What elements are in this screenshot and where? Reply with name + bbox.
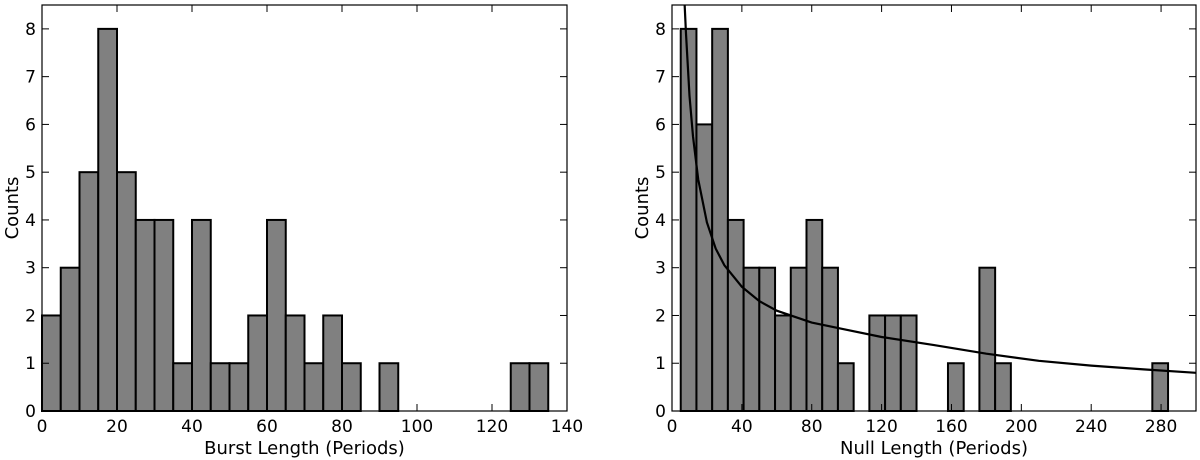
y-tick-label: 8 [25,20,36,40]
x-tick-label: 160 [935,417,967,437]
histogram-bar [528,362,550,412]
y-tick-label: 1 [655,354,666,374]
histogram-bar [303,362,325,412]
histogram-bar [191,218,212,412]
histogram-bar [266,218,287,412]
histogram-bar [946,362,965,412]
y-tick-label: 2 [25,306,36,326]
histogram-bar [209,362,231,412]
y-tick-label: 7 [25,68,36,88]
y-tick-label: 3 [655,259,666,279]
histogram-bar [836,362,855,412]
histogram-bar [695,123,714,412]
x-tick-label: 60 [256,417,278,437]
histogram-bar [994,362,1012,412]
y-tick-label: 5 [25,163,36,183]
histogram-bar [821,266,839,412]
fit-curve [683,5,1196,374]
y-axis-label: Counts [632,177,653,240]
x-tick-label: 280 [1145,417,1177,437]
y-tick-label: 7 [655,68,666,88]
histogram-bar [789,266,808,412]
histogram-bar [805,218,824,412]
histogram-bar [228,362,250,412]
x-tick-label: 40 [181,417,203,437]
x-tick-label: 120 [476,417,508,437]
histogram-bar [59,266,81,412]
histogram-bar [378,362,400,412]
histogram-bar [78,171,100,412]
x-tick-label: 0 [667,417,678,437]
histogram-bar [341,362,362,412]
histogram-bar [172,362,193,412]
y-tick-label: 6 [655,115,666,135]
y-tick-label: 0 [655,402,666,422]
y-tick-label: 5 [655,163,666,183]
histogram-bar [509,362,531,412]
x-tick-label: 80 [801,417,823,437]
plot-frame [41,4,568,412]
histogram-bar [758,266,777,412]
y-tick-label: 4 [25,211,36,231]
null-length-histogram: 0 40 80 120 160 200 240 280 0 1 2 3 4 5 6 7 8 Null Length… [632,4,1197,459]
histogram-bar [711,27,729,412]
histogram-bar [726,218,745,412]
y-tick-label: 4 [655,211,666,231]
histogram-bar [284,314,306,412]
histogram-bar [774,314,792,412]
x-tick-label: 140 [551,417,583,437]
histogram-bar [97,27,118,412]
histogram-bar [116,171,137,412]
x-tick-label: 100 [401,417,433,437]
y-tick-label: 8 [655,20,666,40]
histogram-bar [322,314,343,412]
x-tick-label: 20 [106,417,128,437]
y-tick-label: 3 [25,259,36,279]
y-axis-label: Counts [2,177,23,240]
x-axis-label: Burst Length (Periods) [204,438,405,459]
histogram-bar [134,218,156,412]
y-tick-label: 0 [25,402,36,422]
burst-length-histogram: 0 20 40 60 80 100 120 140 0 1 2 3 4 5 6 7 8 Burst Length … [2,4,583,459]
x-tick-label: 80 [331,417,353,437]
x-tick-label: 200 [1005,417,1037,437]
x-tick-label: 40 [731,417,753,437]
histogram-bar [978,266,997,412]
y-tick-label: 6 [25,115,36,135]
histogram-bar [899,314,918,412]
histogram-bar [153,218,175,412]
histogram-bar [884,314,902,412]
histogram-bar [868,314,887,412]
x-tick-label: 0 [37,417,48,437]
y-tick-label: 1 [25,354,36,374]
x-axis-label: Null Length (Periods) [840,438,1028,459]
y-tick-label: 2 [655,306,666,326]
histogram-bar [247,314,268,412]
plot-frame [671,4,1197,412]
x-tick-label: 120 [865,417,897,437]
x-tick-label: 240 [1075,417,1107,437]
